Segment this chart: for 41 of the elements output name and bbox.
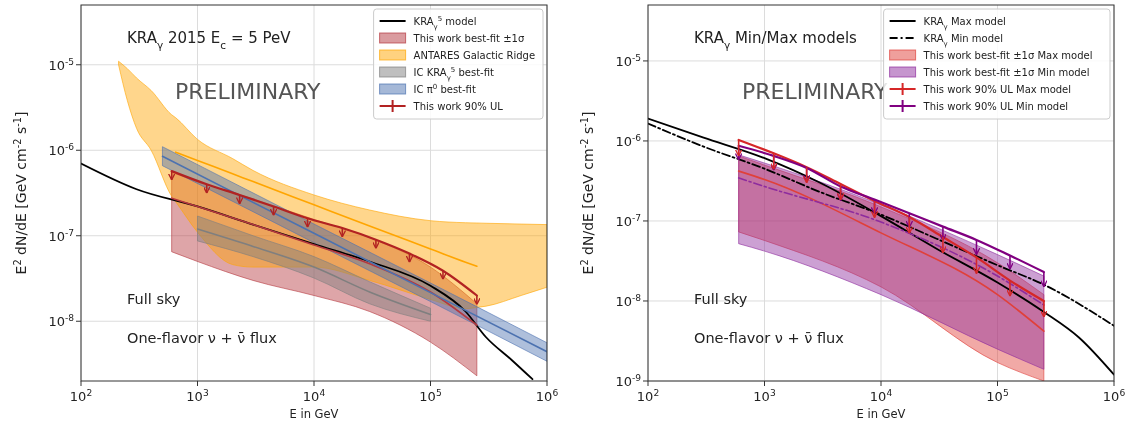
y-tick-label: 10$^{-8}$ — [615, 292, 642, 309]
y-tick-label: 10$^{-7}$ — [615, 212, 642, 229]
y-tick-label: 10$^{-6}$ — [615, 132, 642, 149]
x-tick-label: 10$^{3}$ — [186, 388, 209, 404]
x-tick-label: 10$^{5}$ — [986, 388, 1009, 404]
annotation: One-flavor ν + ν̄ flux — [127, 330, 278, 346]
y-tick-label: 10$^{-8}$ — [48, 313, 75, 330]
x-tick-label: 10$^{4}$ — [302, 388, 326, 404]
legend-label: KRA$_{γ}$$^{5}$ model — [413, 15, 477, 31]
annotation: Full sky — [127, 291, 181, 307]
x-tick-label: 10$^{3}$ — [753, 388, 776, 404]
x-tick-label: 10$^{6}$ — [535, 388, 559, 404]
x-tick-label: 10$^{6}$ — [1102, 388, 1126, 404]
annotation: KRA$_{γ}$ Min/Max models — [694, 29, 858, 51]
x-tick-label: 10$^{5}$ — [419, 388, 442, 404]
legend-label: This work best-fit ±1σ Min model — [922, 67, 1090, 78]
legend-label: This work best-fit ±1σ — [412, 33, 525, 44]
annotation: Full sky — [694, 291, 748, 307]
annotation: PRELIMINARY — [175, 79, 322, 104]
legend-label: IC π$^{0}$ best-fit — [413, 83, 476, 95]
annotation: PRELIMINARY — [742, 79, 889, 104]
legend-label: ANTARES Galactic Ridge — [413, 50, 536, 61]
legend-label: This work 90% UL — [412, 101, 504, 112]
x-axis-title: E in GeV — [289, 407, 339, 421]
y-tick-label: 10$^{-9}$ — [615, 373, 642, 389]
legend-label: This work best-fit ±1σ Max model — [922, 50, 1093, 61]
y-tick-label: 10$^{-7}$ — [48, 227, 75, 244]
annotation: One-flavor ν + ν̄ flux — [694, 330, 845, 346]
legend-label: KRA$_{γ}$ Min model — [923, 33, 1003, 48]
legend-label: This work 90% UL Max model — [922, 84, 1072, 95]
y-tick-label: 10$^{-5}$ — [48, 56, 74, 73]
y-tick-label: 10$^{-5}$ — [615, 52, 641, 69]
annotation: KRA$_{γ}$ 2015 E$_{c}$ = 5 PeV — [127, 29, 292, 51]
legend-label: IC KRA$_{γ}$$^{5}$ best-fit — [413, 66, 494, 82]
y-tick-label: 10$^{-6}$ — [48, 142, 75, 159]
x-tick-label: 10$^{2}$ — [69, 388, 93, 404]
x-axis-title: E in GeV — [856, 407, 906, 421]
x-tick-label: 10$^{2}$ — [636, 388, 660, 404]
x-tick-label: 10$^{4}$ — [869, 388, 893, 404]
legend-label: This work 90% UL Min model — [922, 101, 1069, 112]
legend-label: KRA$_{γ}$ Max model — [923, 16, 1006, 31]
